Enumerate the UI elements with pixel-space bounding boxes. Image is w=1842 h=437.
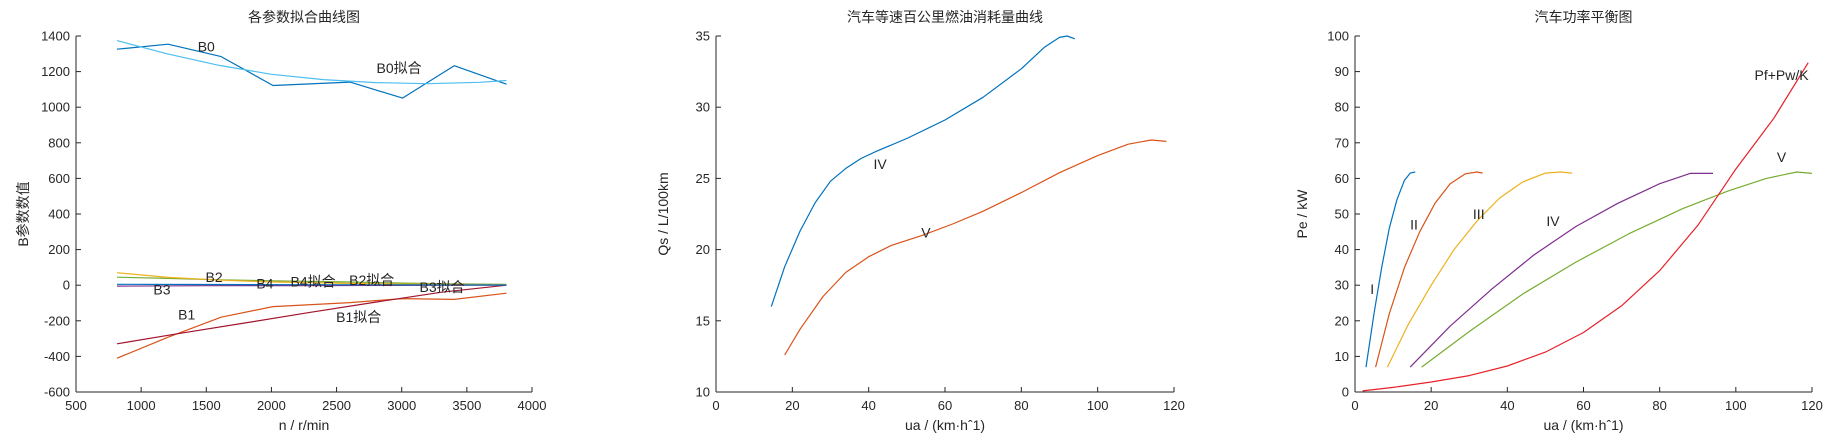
annotation-label: B4 xyxy=(256,275,273,291)
annotation-label: B2拟合 xyxy=(349,272,394,288)
chart-title: 汽车等速百公里燃油消耗量曲线 xyxy=(847,9,1043,25)
x-tick-label: 20 xyxy=(1424,398,1438,413)
annotation-label: Pf+Pw/K xyxy=(1754,67,1809,83)
y-tick-label: 800 xyxy=(48,135,70,150)
annotation-label: IV xyxy=(873,156,887,172)
x-tick-label: 500 xyxy=(65,398,87,413)
x-tick-label: 120 xyxy=(1163,398,1185,413)
y-tick-label: 600 xyxy=(48,171,70,186)
y-tick-label: 15 xyxy=(696,313,710,328)
series-line-4 xyxy=(116,284,507,345)
x-tick-label: 1000 xyxy=(127,398,156,413)
x-tick-label: 100 xyxy=(1087,398,1109,413)
x-tick-label: 20 xyxy=(785,398,799,413)
annotation-label: B2 xyxy=(206,269,223,285)
series-line-3 xyxy=(116,292,507,359)
annotation-label: B1拟合 xyxy=(336,309,381,325)
series-line-4 xyxy=(1409,172,1713,368)
x-axis-label: ua / (km·hˆ1) xyxy=(1543,417,1623,433)
x-tick-label: 0 xyxy=(1351,398,1358,413)
annotation-label: B0拟合 xyxy=(377,60,422,76)
x-tick-label: 40 xyxy=(861,398,875,413)
y-tick-label: 90 xyxy=(1335,64,1349,79)
y-axis-label: Pe / kW xyxy=(1294,189,1310,239)
y-tick-label: 10 xyxy=(1335,349,1349,364)
y-tick-label: 70 xyxy=(1335,135,1349,150)
y-tick-label: 50 xyxy=(1335,207,1349,222)
x-tick-label: 0 xyxy=(712,398,719,413)
x-tick-label: 2500 xyxy=(322,398,351,413)
y-tick-label: -200 xyxy=(44,313,70,328)
y-tick-label: 35 xyxy=(696,29,710,44)
y-tick-label: 400 xyxy=(48,207,70,222)
annotation-label: I xyxy=(1370,281,1374,297)
x-tick-label: 4000 xyxy=(518,398,547,413)
x-axis-label: ua / (km·hˆ1) xyxy=(905,417,985,433)
chart-title: 各参数拟合曲线图 xyxy=(248,9,360,25)
y-tick-label: -400 xyxy=(44,349,70,364)
series-line-1 xyxy=(770,35,1076,307)
chart-title: 汽车功率平衡图 xyxy=(1535,9,1633,25)
chart-2: 0 20 40 60 80 100 120 10 15 20 25 30 35 汽车等速百公里燃油消耗量曲… xyxy=(655,9,1185,433)
x-tick-label: 40 xyxy=(1500,398,1514,413)
annotation-label: B3 xyxy=(153,282,170,298)
y-tick-label: 1400 xyxy=(41,29,70,44)
y-tick-label: -600 xyxy=(44,385,70,400)
y-tick-label: 200 xyxy=(48,242,70,257)
series-line-2 xyxy=(784,139,1167,356)
x-axis-label: n / r/min xyxy=(279,417,330,433)
y-tick-label: 0 xyxy=(1342,385,1349,400)
x-tick-label: 80 xyxy=(1652,398,1666,413)
series-line-1 xyxy=(116,43,507,99)
series-line-1 xyxy=(1365,171,1416,368)
y-tick-label: 100 xyxy=(1327,29,1349,44)
x-tick-label: 80 xyxy=(1014,398,1028,413)
y-tick-label: 25 xyxy=(696,171,710,186)
x-tick-label: 3000 xyxy=(387,398,416,413)
y-axis-label: Qs / L/100km xyxy=(655,172,671,255)
annotation-label: IV xyxy=(1546,213,1560,229)
series-line-2 xyxy=(1375,171,1483,368)
x-tick-label: 100 xyxy=(1725,398,1747,413)
y-tick-label: 1200 xyxy=(41,64,70,79)
y-axis-label: B参数数值 xyxy=(15,181,31,246)
annotation-label: II xyxy=(1410,217,1418,233)
series-line-6 xyxy=(116,276,507,285)
series-line-3 xyxy=(1386,171,1573,368)
x-tick-label: 120 xyxy=(1801,398,1823,413)
annotation-label: V xyxy=(1777,149,1787,165)
y-tick-label: 1000 xyxy=(41,100,70,115)
annotation-label: B1 xyxy=(178,307,195,323)
annotation-label: B0 xyxy=(198,39,215,55)
series-line-6 xyxy=(1362,62,1809,392)
x-tick-label: 1500 xyxy=(192,398,221,413)
y-tick-label: 20 xyxy=(1335,313,1349,328)
chart-3: 0 20 40 60 80 100 120 0 10 20 30 40 50 60 70 80 90 100 汽车功… xyxy=(1294,9,1823,433)
y-tick-label: 80 xyxy=(1335,100,1349,115)
series-line-5 xyxy=(1421,171,1813,368)
y-tick-label: 20 xyxy=(696,242,710,257)
y-tick-label: 10 xyxy=(696,385,710,400)
y-tick-label: 60 xyxy=(1335,171,1349,186)
annotation-label: B4拟合 xyxy=(291,274,336,290)
y-tick-label: 30 xyxy=(696,100,710,115)
annotation-label: V xyxy=(921,225,931,241)
x-tick-label: 2000 xyxy=(257,398,286,413)
annotation-label: III xyxy=(1473,206,1485,222)
y-tick-label: 40 xyxy=(1335,242,1349,257)
y-tick-label: 30 xyxy=(1335,278,1349,293)
chart-1: 500 1000 1500 2000 2500 3000 3500 4000-600-400-… xyxy=(15,9,546,433)
x-tick-label: 60 xyxy=(1576,398,1590,413)
y-tick-label: 0 xyxy=(63,278,70,293)
x-tick-label: 3500 xyxy=(452,398,481,413)
annotation-label: B3拟合 xyxy=(420,279,465,295)
series-line-8 xyxy=(116,283,507,286)
x-tick-label: 60 xyxy=(938,398,952,413)
series-line-2 xyxy=(116,40,507,85)
